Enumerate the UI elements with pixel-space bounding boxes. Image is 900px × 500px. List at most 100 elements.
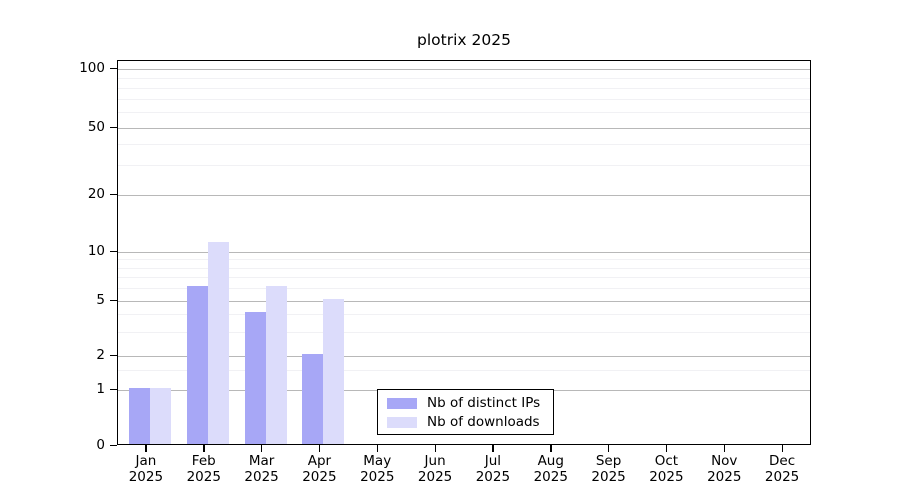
legend-label: Nb of distinct IPs — [427, 395, 541, 411]
x-tick-mark — [492, 445, 494, 452]
bar-mar-downloads — [265, 286, 287, 444]
gridline-minor — [118, 88, 810, 89]
x-tick-month: Jul — [484, 453, 502, 469]
y-tick-label: 50 — [87, 119, 105, 135]
x-tick-mark — [723, 445, 726, 452]
chart-title: plotrix 2025 — [417, 31, 511, 49]
gridline-minor — [118, 144, 810, 145]
gridline-minor — [118, 99, 810, 100]
x-tick-year: 2025 — [417, 469, 453, 485]
x-tick-mark — [318, 445, 321, 452]
x-tick-label-jun: Jun 2025 — [395, 453, 475, 485]
x-tick-month: Dec — [769, 453, 796, 469]
x-tick-year: 2025 — [475, 469, 511, 485]
x-tick-year: 2025 — [186, 469, 221, 485]
gridline-minor — [118, 259, 810, 260]
x-tick-label-feb: Feb 2025 — [164, 453, 244, 485]
chart-legend: Nb of distinct IPs Nb of downloads — [377, 389, 554, 435]
y-tick-label: 0 — [96, 437, 105, 453]
legend-swatch-icon — [387, 398, 417, 409]
x-tick-year: 2025 — [707, 469, 742, 485]
gridline-minor — [118, 288, 810, 289]
gridline-major — [118, 195, 810, 196]
x-tick-mark — [550, 445, 552, 452]
x-tick-label-nov: Nov 2025 — [684, 453, 764, 485]
bar-apr-downloads — [323, 299, 345, 444]
x-tick-mark — [203, 445, 205, 452]
y-tick-label: 100 — [79, 60, 105, 76]
x-tick-label-jan: Jan 2025 — [106, 453, 186, 485]
x-tick-mark — [376, 445, 379, 452]
x-tick-month: May — [363, 453, 392, 469]
legend-item-downloads[interactable]: Nb of downloads — [378, 413, 553, 432]
gridline-major — [118, 301, 810, 302]
x-tick-year: 2025 — [128, 469, 164, 485]
x-tick-mark — [665, 445, 668, 452]
y-tick-mark — [110, 388, 117, 390]
x-tick-label-dec: Dec 2025 — [742, 453, 822, 485]
x-tick-label-may: May 2025 — [337, 453, 417, 485]
gridline-minor — [118, 78, 810, 79]
x-tick-year: 2025 — [649, 469, 684, 485]
y-tick-mark — [110, 250, 117, 252]
y-tick-label: 10 — [87, 243, 105, 259]
plot-area — [117, 60, 811, 445]
x-tick-label-sep: Sep 2025 — [569, 453, 649, 485]
y-tick-mark — [110, 299, 117, 301]
gridline-major — [118, 356, 810, 357]
legend-swatch-icon — [387, 417, 417, 428]
x-tick-label-jul: Jul 2025 — [453, 453, 533, 485]
x-tick-year: 2025 — [244, 469, 279, 485]
x-tick-year: 2025 — [591, 469, 626, 485]
bar-mar-distinct-ips — [244, 312, 266, 444]
x-tick-label-oct: Oct 2025 — [626, 453, 706, 485]
gridline-minor — [118, 370, 810, 371]
x-tick-label-apr: Apr 2025 — [279, 453, 359, 485]
gridline-minor — [118, 332, 810, 333]
gridline-minor — [118, 268, 810, 269]
x-tick-month: Feb — [191, 453, 216, 469]
x-tick-month: Jan — [135, 453, 157, 469]
x-tick-month: Jun — [424, 453, 446, 469]
x-tick-month: Nov — [711, 453, 738, 469]
y-tick-mark — [110, 67, 117, 69]
x-tick-month: Aug — [537, 453, 564, 469]
y-tick-mark — [110, 193, 117, 195]
x-tick-year: 2025 — [764, 469, 800, 485]
bar-jan-distinct-ips — [128, 388, 150, 444]
x-tick-mark — [781, 445, 783, 452]
x-tick-mark — [434, 445, 436, 452]
x-tick-label-aug: Aug 2025 — [511, 453, 591, 485]
y-tick-mark — [110, 444, 117, 446]
x-tick-month: Apr — [307, 453, 332, 469]
y-tick-label: 20 — [87, 186, 105, 202]
bar-feb-distinct-ips — [186, 286, 208, 444]
bar-jan-downloads — [149, 388, 171, 444]
gridline-major — [118, 128, 810, 129]
y-tick-label: 1 — [96, 381, 105, 397]
gridline-major — [118, 252, 810, 253]
gridline-major — [118, 69, 810, 70]
x-tick-label-mar: Mar 2025 — [222, 453, 302, 485]
bar-apr-distinct-ips — [302, 354, 324, 444]
y-tick-label: 2 — [96, 347, 105, 363]
gridline-minor — [118, 112, 810, 113]
gridline-minor — [118, 314, 810, 315]
x-tick-mark — [608, 445, 610, 452]
y-tick-label: 5 — [96, 292, 105, 308]
y-tick-mark — [110, 126, 117, 128]
bar-feb-downloads — [207, 242, 229, 444]
x-tick-year: 2025 — [360, 469, 395, 485]
x-tick-mark — [145, 445, 147, 452]
x-tick-month: Sep — [595, 453, 622, 469]
x-tick-mark — [261, 445, 263, 452]
x-tick-year: 2025 — [533, 469, 568, 485]
gridline-minor — [118, 277, 810, 278]
gridline-minor — [118, 165, 810, 166]
x-tick-month: Oct — [654, 453, 679, 469]
legend-label: Nb of downloads — [427, 414, 540, 430]
x-tick-month: Mar — [248, 453, 275, 469]
x-tick-year: 2025 — [302, 469, 337, 485]
legend-item-distinct-ips[interactable]: Nb of distinct IPs — [378, 394, 553, 413]
